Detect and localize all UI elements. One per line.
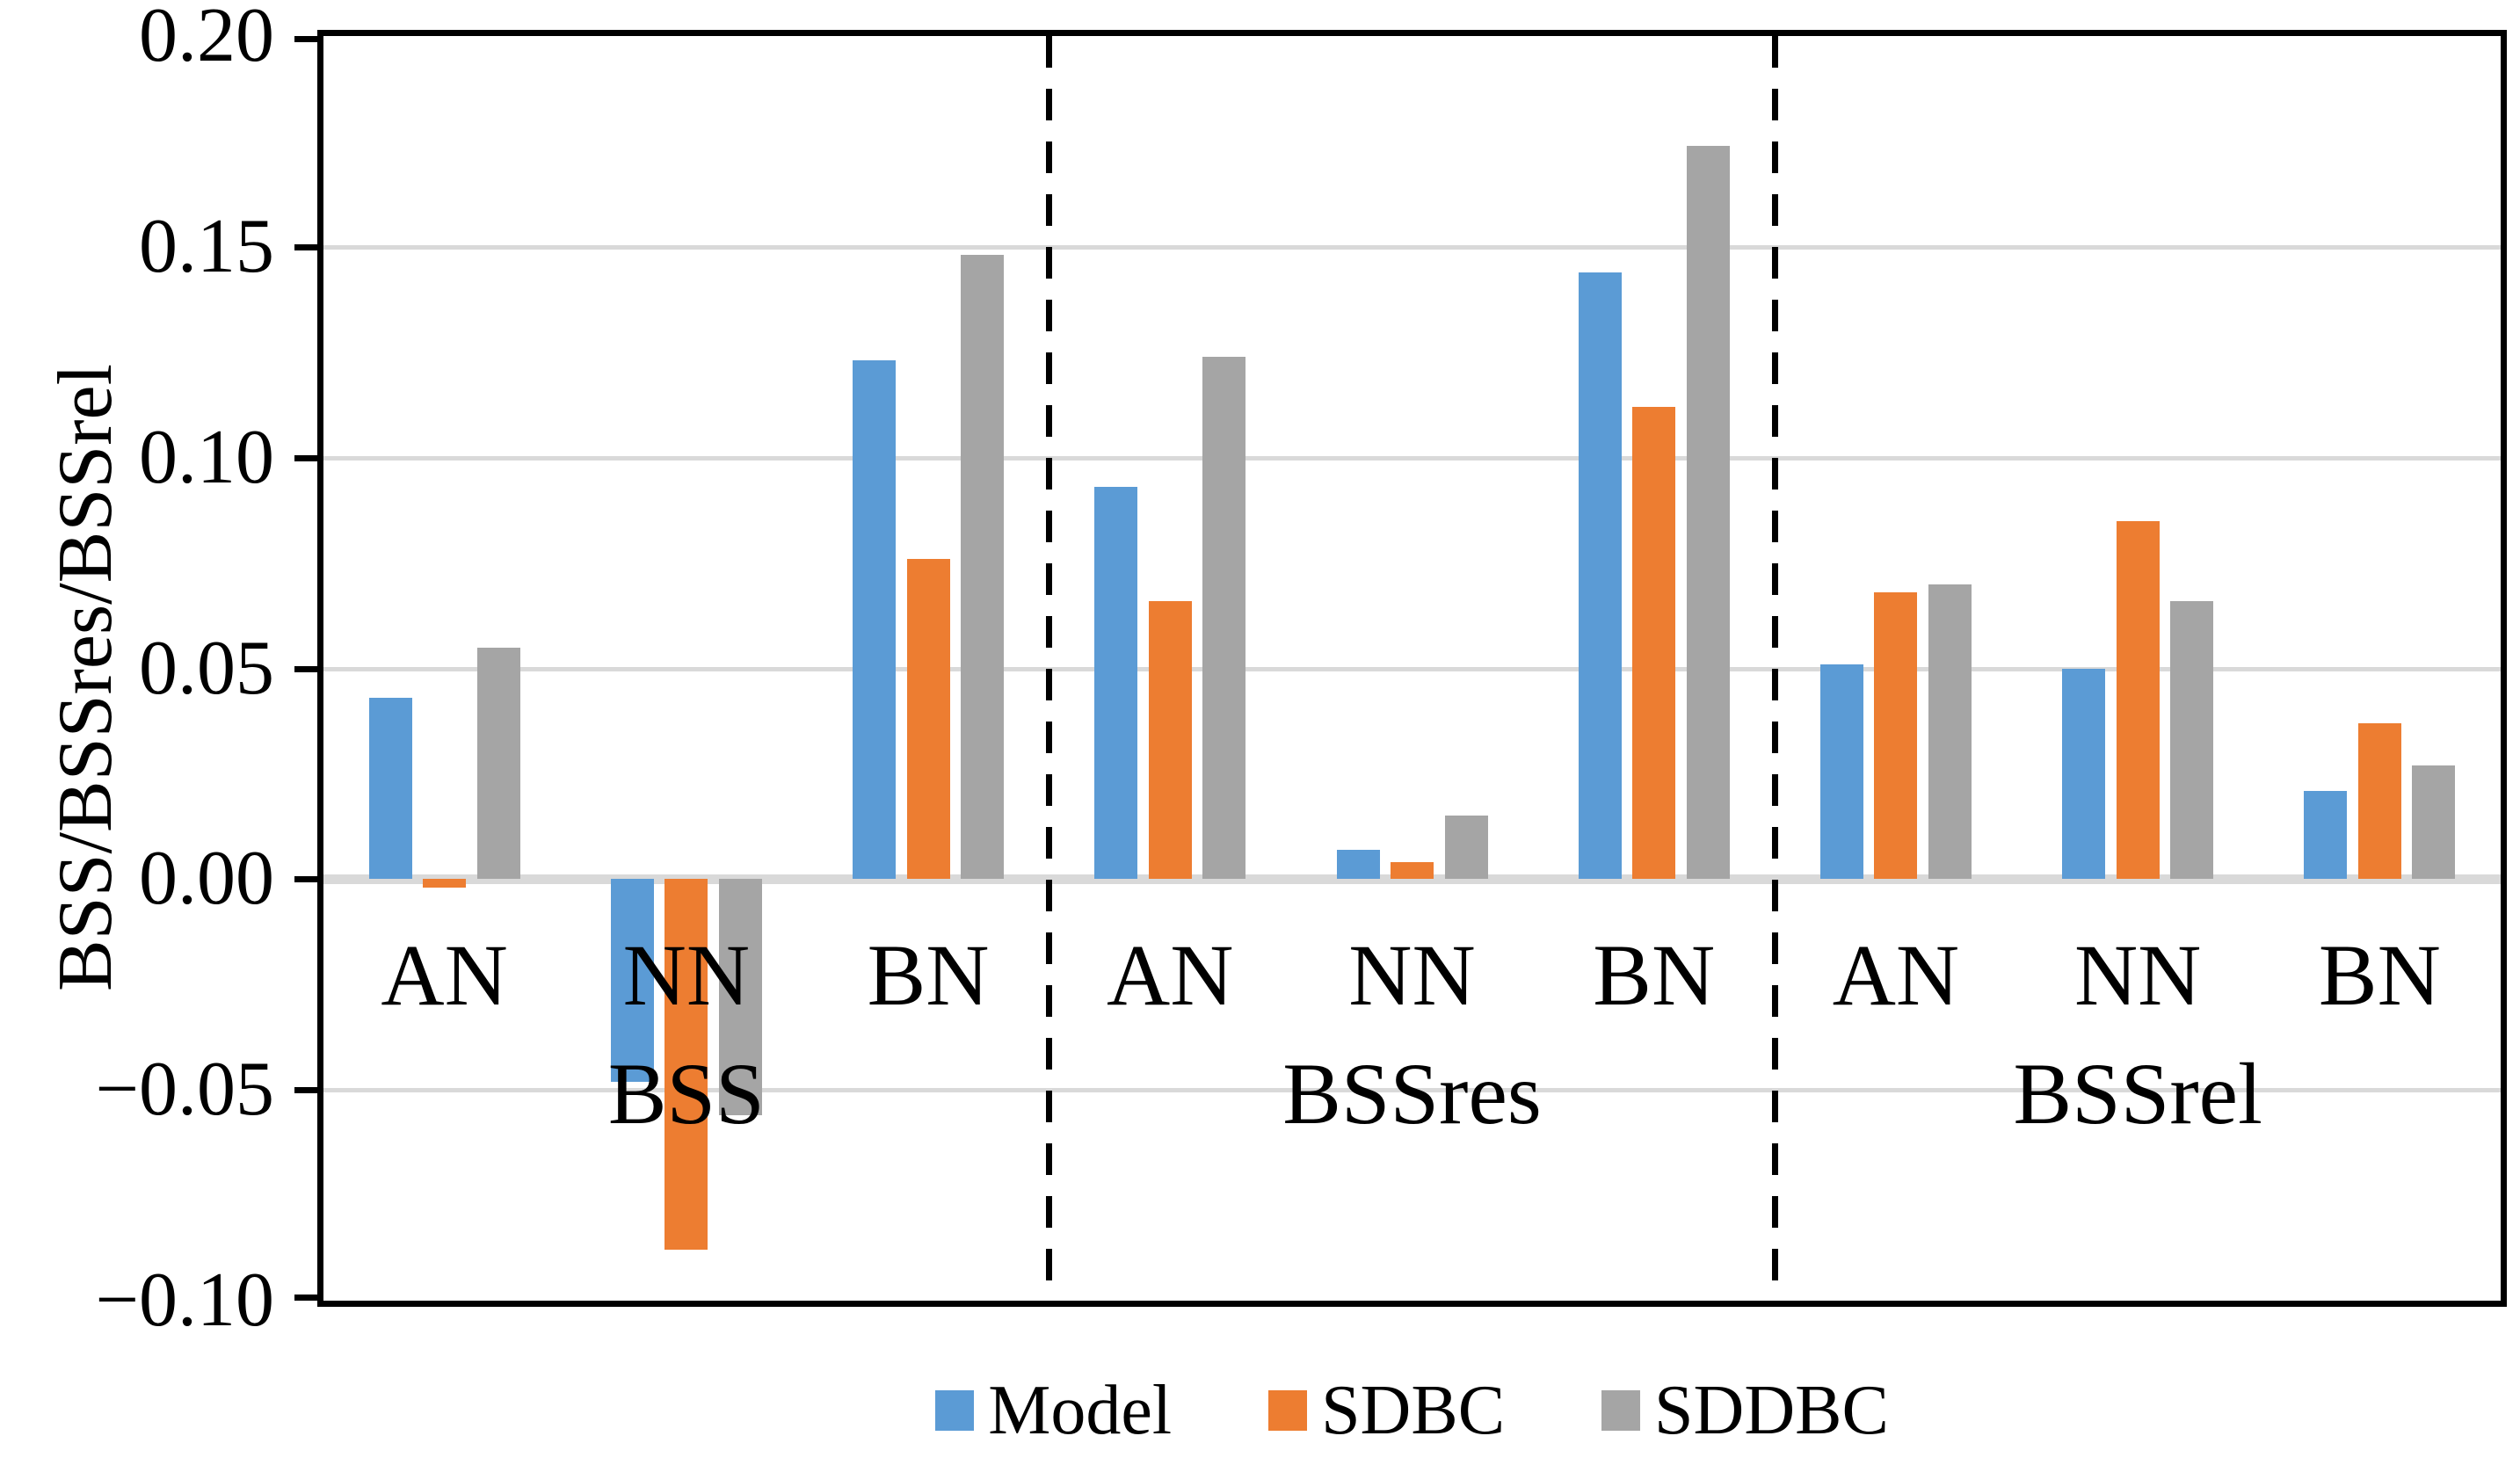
- bar-Model-BSSres-AN: [1094, 487, 1138, 880]
- category-label: NN: [622, 926, 751, 1025]
- bar-SDBC-BSSres-AN: [1148, 600, 1192, 880]
- legend-swatch-sddbc: [1601, 1390, 1641, 1431]
- legend-label: SDDBC: [1654, 1372, 1889, 1449]
- y-tick-mark: [294, 876, 317, 883]
- bar-Model-BSSres-NN: [1336, 849, 1380, 880]
- bar-SDDBC-BSSres-NN: [1444, 816, 1488, 880]
- bar-Model-BSSrel-AN: [1819, 664, 1863, 880]
- section-divider: [1771, 36, 1778, 1301]
- gridline: [323, 455, 2501, 461]
- y-tick-mark: [294, 36, 317, 42]
- legend-item: Model: [935, 1371, 1172, 1450]
- category-label: AN: [1832, 926, 1960, 1025]
- section-label: BSS: [607, 1045, 765, 1143]
- bar-SDDBC-BSSrel-BN: [2412, 765, 2456, 880]
- bar-SDDBC-BSSrel-NN: [2170, 600, 2214, 880]
- bar-SDBC-BSSrel-BN: [2357, 722, 2401, 880]
- category-label: BN: [1593, 926, 1716, 1025]
- category-label: AN: [381, 926, 508, 1025]
- gridline: [323, 244, 2501, 250]
- y-tick-mark: [294, 243, 317, 250]
- bar-SDBC-BSS-BN: [906, 558, 950, 880]
- gridline: [323, 666, 2501, 671]
- y-tick-label: 0.05: [139, 625, 274, 711]
- bar-SDBC-BSSres-BN: [1632, 407, 1676, 880]
- bar-SDDBC-BSS-NN: [718, 879, 762, 1115]
- legend-swatch-sdbc: [1268, 1390, 1308, 1431]
- y-tick-mark: [294, 1295, 317, 1301]
- bar-Model-BSSrel-NN: [2062, 668, 2106, 880]
- bar-Model-BSS-AN: [368, 698, 412, 880]
- bar-SDBC-BSSrel-NN: [2116, 520, 2160, 880]
- y-tick-label: 0.10: [139, 414, 274, 500]
- legend-item: SDDBC: [1601, 1371, 1889, 1450]
- category-label: BN: [2318, 926, 2441, 1025]
- bar-SDDBC-BSSrel-AN: [1928, 584, 1972, 880]
- legend-item: SDBC: [1268, 1371, 1505, 1450]
- bar-SDBC-BSS-NN: [664, 879, 708, 1251]
- bar-SDDBC-BSS-BN: [961, 255, 1005, 880]
- legend-swatch-model: [935, 1390, 975, 1431]
- bar-Model-BSSres-BN: [1578, 272, 1622, 880]
- category-label: NN: [2073, 926, 2202, 1025]
- legend-label: SDBC: [1321, 1372, 1506, 1449]
- y-tick-mark: [294, 454, 317, 461]
- section-label: BSSres: [1282, 1045, 1542, 1143]
- y-tick-mark: [294, 1087, 317, 1094]
- section-divider: [1046, 36, 1053, 1301]
- y-tick-label: −0.05: [95, 1047, 274, 1133]
- legend-label: Model: [988, 1372, 1173, 1449]
- bar-SDDBC-BSSres-BN: [1686, 145, 1730, 880]
- section-label: BSSrel: [2013, 1045, 2262, 1143]
- y-tick-mark: [294, 665, 317, 672]
- legend: Model SDBC SDDBC: [323, 1371, 2501, 1450]
- bar-Model-BSS-NN: [610, 879, 654, 1082]
- y-tick-label: 0.15: [139, 203, 274, 289]
- bar-SDBC-BSSres-NN: [1391, 862, 1434, 880]
- bar-SDDBC-BSS-AN: [476, 647, 520, 880]
- category-label: BN: [867, 926, 990, 1025]
- gridline: [323, 1088, 2501, 1093]
- zero-axis-line: [323, 874, 2501, 885]
- bar-Model-BSSrel-BN: [2304, 790, 2348, 880]
- bar-SDBC-BSS-AN: [423, 879, 467, 888]
- bar-SDBC-BSSrel-AN: [1874, 592, 1918, 880]
- bar-SDDBC-BSSres-AN: [1202, 356, 1246, 880]
- y-tick-label: 0.20: [139, 0, 274, 78]
- y-tick-label: 0.00: [139, 836, 274, 922]
- bar-Model-BSS-BN: [853, 360, 897, 880]
- plot-area: AN NN BN AN NN BN AN NN BN BSS BSSres BSSrel: [294, 30, 2507, 1307]
- category-label: AN: [1107, 926, 1234, 1025]
- y-tick-label: −0.10: [95, 1258, 274, 1343]
- category-label: NN: [1348, 926, 1476, 1025]
